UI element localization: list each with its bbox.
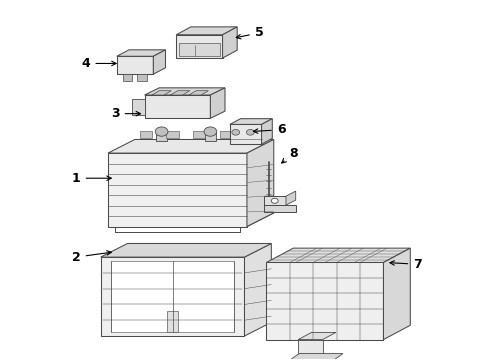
Polygon shape bbox=[108, 153, 246, 226]
Polygon shape bbox=[122, 74, 132, 81]
Circle shape bbox=[203, 127, 216, 136]
Polygon shape bbox=[264, 196, 285, 205]
Polygon shape bbox=[170, 91, 189, 95]
Text: 7: 7 bbox=[389, 258, 421, 271]
Polygon shape bbox=[220, 131, 232, 138]
Polygon shape bbox=[298, 332, 335, 339]
Polygon shape bbox=[178, 44, 220, 56]
Circle shape bbox=[231, 130, 239, 135]
Polygon shape bbox=[298, 339, 322, 359]
Polygon shape bbox=[176, 35, 222, 58]
Polygon shape bbox=[108, 139, 273, 153]
Polygon shape bbox=[111, 261, 233, 332]
Polygon shape bbox=[261, 119, 272, 144]
Polygon shape bbox=[246, 139, 273, 226]
Polygon shape bbox=[266, 248, 409, 262]
Circle shape bbox=[271, 198, 278, 203]
Polygon shape bbox=[222, 27, 237, 58]
Text: 5: 5 bbox=[236, 27, 263, 40]
Polygon shape bbox=[153, 50, 165, 74]
Text: 2: 2 bbox=[72, 251, 111, 264]
Polygon shape bbox=[229, 125, 261, 144]
Polygon shape bbox=[101, 243, 271, 257]
Polygon shape bbox=[144, 88, 224, 95]
Text: 6: 6 bbox=[253, 123, 285, 136]
Polygon shape bbox=[244, 243, 271, 336]
Polygon shape bbox=[117, 56, 153, 74]
Polygon shape bbox=[193, 131, 205, 138]
Polygon shape bbox=[264, 205, 295, 212]
Polygon shape bbox=[166, 131, 178, 138]
Polygon shape bbox=[137, 74, 147, 81]
Polygon shape bbox=[132, 99, 144, 115]
Polygon shape bbox=[144, 95, 210, 118]
Polygon shape bbox=[101, 257, 244, 336]
Polygon shape bbox=[229, 119, 272, 125]
Polygon shape bbox=[266, 262, 383, 339]
Circle shape bbox=[246, 130, 254, 135]
Circle shape bbox=[155, 127, 167, 136]
Polygon shape bbox=[285, 191, 295, 205]
Polygon shape bbox=[152, 91, 171, 95]
Polygon shape bbox=[176, 27, 237, 35]
Polygon shape bbox=[117, 50, 165, 56]
Text: 1: 1 bbox=[72, 172, 111, 185]
Polygon shape bbox=[140, 131, 152, 138]
Polygon shape bbox=[210, 88, 224, 118]
Polygon shape bbox=[156, 132, 167, 141]
Text: 4: 4 bbox=[81, 57, 116, 70]
Polygon shape bbox=[383, 248, 409, 339]
Polygon shape bbox=[188, 91, 208, 95]
Polygon shape bbox=[288, 354, 342, 360]
Polygon shape bbox=[204, 132, 216, 141]
Polygon shape bbox=[166, 311, 178, 332]
Text: 3: 3 bbox=[111, 107, 140, 120]
Text: 8: 8 bbox=[281, 147, 297, 163]
